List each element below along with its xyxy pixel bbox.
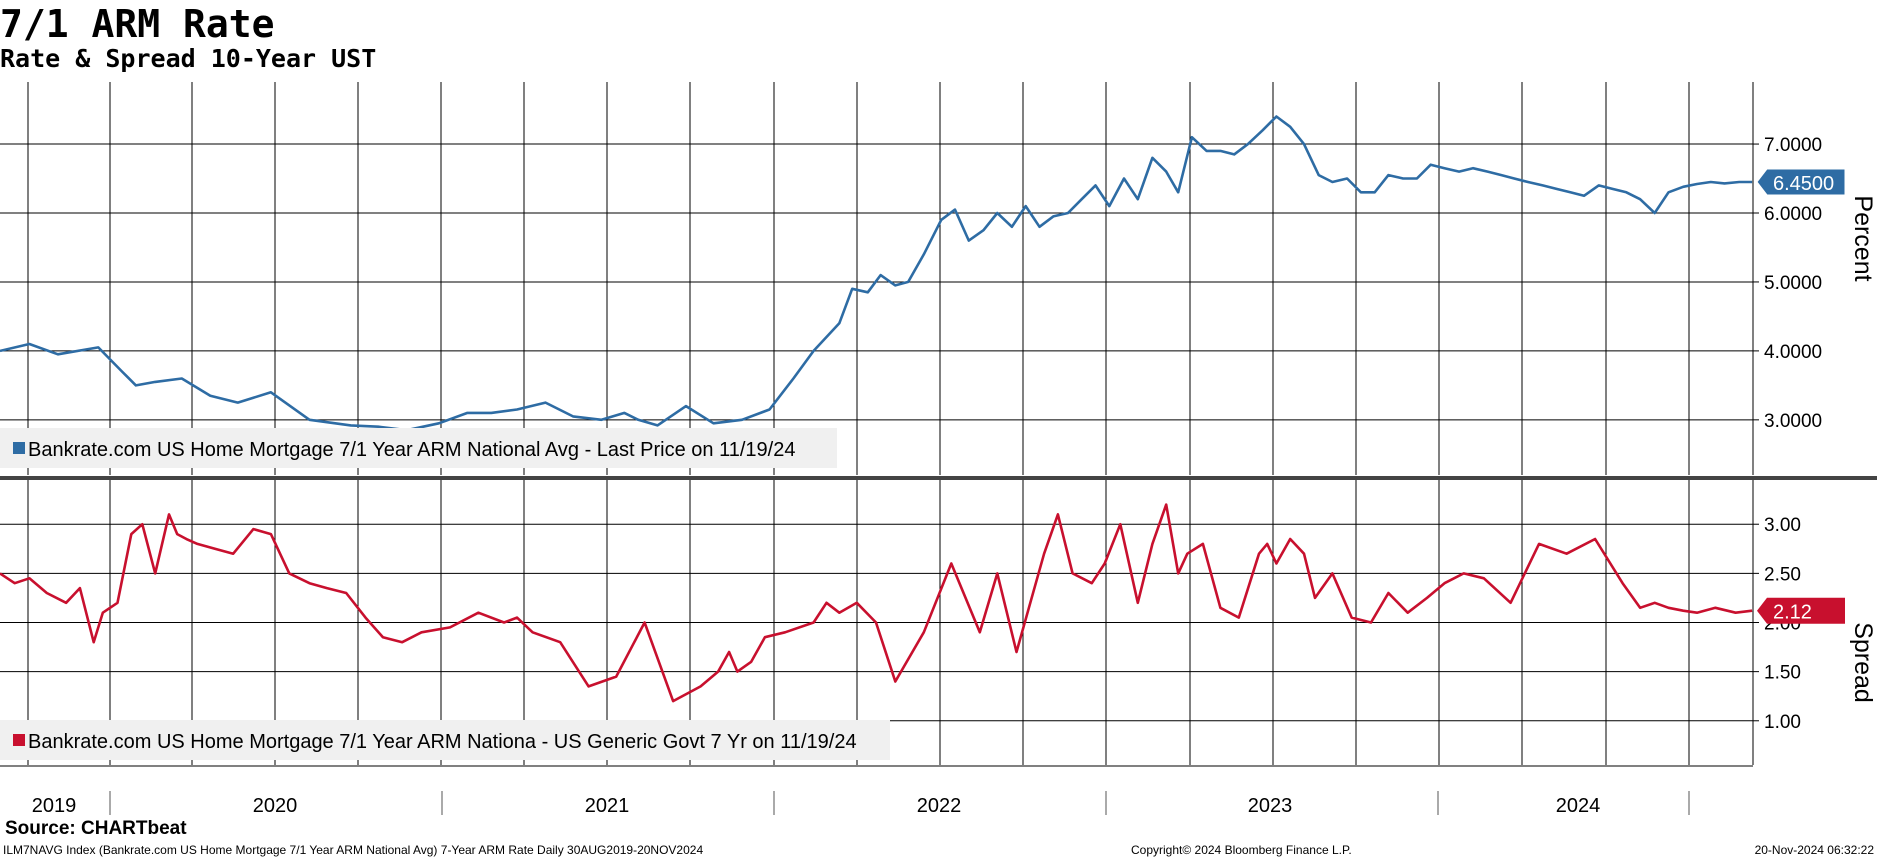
last-value-badge — [1756, 168, 1846, 196]
source-note: Source: CHARTbeat — [5, 818, 187, 839]
y-tick-label: 4.0000 — [1764, 342, 1822, 363]
y-tick-label: 1.00 — [1764, 712, 1801, 733]
y-tick-label: 5.0000 — [1764, 273, 1822, 294]
chart-title: 7/1 ARM Rate — [0, 2, 275, 46]
last-value-badge — [1757, 597, 1845, 624]
y-tick-label: 7.0000 — [1764, 135, 1822, 156]
legend-box — [0, 428, 837, 468]
x-tick-label: 2023 — [1248, 795, 1293, 817]
last-value-label: 2.12 — [1773, 602, 1812, 624]
x-tick-label: 2019 — [32, 795, 77, 817]
y-axis-label: Spread — [1849, 622, 1877, 703]
y-tick-label: 2.50 — [1764, 564, 1801, 585]
chart-subtitle: Rate & Spread 10-Year UST — [0, 44, 377, 73]
y-tick-label: 1.50 — [1764, 663, 1801, 684]
legend-swatch — [13, 442, 25, 454]
last-value-label: 6.4500 — [1773, 173, 1834, 195]
x-tick-label: 2020 — [253, 795, 298, 817]
x-tick-label: 2022 — [917, 795, 962, 817]
y-axis-label: Percent — [1849, 195, 1877, 281]
x-tick-label: 2024 — [1556, 795, 1601, 817]
rate-series-line — [0, 115, 1753, 432]
y-tick-label: 3.0000 — [1764, 411, 1822, 432]
legend-label: Bankrate.com US Home Mortgage 7/1 Year A… — [28, 439, 795, 461]
footer-info: ILM7NAVG Index (Bankrate.com US Home Mor… — [3, 843, 704, 857]
legend-label: Bankrate.com US Home Mortgage 7/1 Year A… — [28, 731, 857, 753]
footer-copyright: Copyright© 2024 Bloomberg Finance L.P. — [1131, 843, 1352, 857]
y-tick-label: 3.00 — [1764, 515, 1801, 536]
y-tick-label: 6.0000 — [1764, 204, 1822, 225]
spread-series-line — [0, 503, 1753, 703]
legend-box — [0, 720, 890, 760]
x-tick-label: 2021 — [585, 795, 630, 817]
legend-swatch — [13, 734, 25, 746]
footer-timestamp: 20-Nov-2024 06:32:22 — [1754, 843, 1874, 857]
